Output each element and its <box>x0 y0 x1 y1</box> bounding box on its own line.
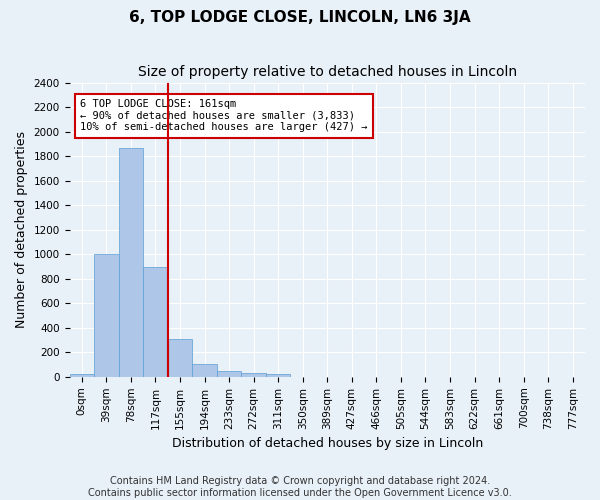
Bar <box>241 372 266 377</box>
Bar <box>143 266 168 377</box>
Bar <box>217 370 241 377</box>
Bar <box>119 148 143 377</box>
Bar <box>266 374 290 377</box>
Bar <box>94 254 119 377</box>
Bar <box>192 364 217 377</box>
Y-axis label: Number of detached properties: Number of detached properties <box>15 132 28 328</box>
Bar <box>168 339 192 377</box>
Title: Size of property relative to detached houses in Lincoln: Size of property relative to detached ho… <box>138 65 517 79</box>
Text: 6 TOP LODGE CLOSE: 161sqm
← 90% of detached houses are smaller (3,833)
10% of se: 6 TOP LODGE CLOSE: 161sqm ← 90% of detac… <box>80 99 367 132</box>
Text: 6, TOP LODGE CLOSE, LINCOLN, LN6 3JA: 6, TOP LODGE CLOSE, LINCOLN, LN6 3JA <box>129 10 471 25</box>
Bar <box>70 374 94 377</box>
X-axis label: Distribution of detached houses by size in Lincoln: Distribution of detached houses by size … <box>172 437 483 450</box>
Text: Contains HM Land Registry data © Crown copyright and database right 2024.
Contai: Contains HM Land Registry data © Crown c… <box>88 476 512 498</box>
